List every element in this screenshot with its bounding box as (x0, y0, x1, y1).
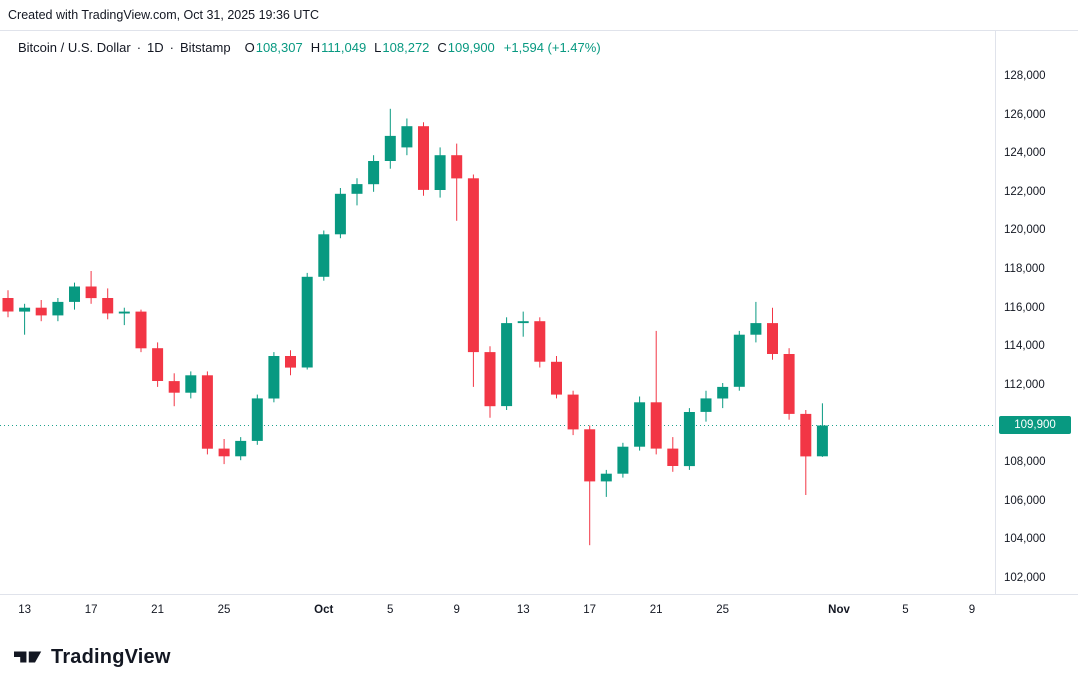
price-axis-label: 116,000 (1004, 301, 1045, 314)
time-axis-label: Oct (314, 604, 334, 616)
symbol-header: Bitcoin / U.S. Dollar · 1D · Bitstamp O … (18, 40, 601, 55)
current-price-badge: 109,900 (999, 416, 1071, 435)
time-axis-label: 5 (387, 604, 394, 616)
price-axis-label: 120,000 (1004, 224, 1046, 237)
time-axis-label: 13 (516, 604, 530, 616)
attribution-text: Created with TradingView.com, Oct 31, 20… (8, 8, 320, 22)
price-axis-label: 102,000 (1004, 572, 1046, 584)
ohlc-readout: O 108,307 H 111,049 L 108,272 C 109,900 … (245, 40, 601, 55)
time-axis-label: 25 (217, 604, 231, 616)
price-axis-label: 106,000 (1004, 494, 1046, 507)
price-axis-label: 122,000 (1004, 185, 1046, 198)
price-axis-label: 112,000 (1004, 378, 1045, 391)
tradingview-logo-text: TradingView (51, 645, 171, 668)
price-axis-label: 104,000 (1004, 533, 1046, 546)
high-value: 111,049 (321, 40, 367, 55)
time-axis-label: 13 (18, 604, 32, 616)
price-axis-label: 128,000 (1004, 70, 1046, 82)
time-axis-label: 21 (649, 604, 663, 616)
open-value: 108,307 (255, 40, 303, 55)
candlestick-plot[interactable] (0, 31, 995, 594)
low-label: L (374, 40, 382, 55)
time-axis-label: 25 (716, 604, 730, 616)
time-axis-label: 9 (453, 604, 460, 616)
price-axis-label: 114,000 (1004, 340, 1045, 353)
chart-widget: Bitcoin / U.S. Dollar · 1D · Bitstamp O … (0, 30, 1078, 625)
change-value: +1,594 (+1.47%) (503, 40, 601, 55)
close-label: C (437, 40, 447, 55)
symbol-title[interactable]: Bitcoin / U.S. Dollar (18, 40, 131, 55)
separator-dot: · (169, 40, 175, 55)
time-axis-label: 17 (583, 604, 597, 616)
price-axis-label: 126,000 (1004, 108, 1046, 121)
separator-dot: · (136, 40, 142, 55)
time-axis-label: 17 (84, 604, 98, 616)
time-axis-label: 21 (151, 604, 164, 616)
time-axis-label: 5 (902, 604, 909, 616)
tradingview-logo-icon (14, 646, 42, 668)
price-axis[interactable]: 109,900 128,000 126,000 124,000 122,000 120,… (995, 31, 1078, 594)
time-axis-label: 9 (968, 604, 976, 616)
open-label: O (244, 40, 255, 55)
time-axis-label: Nov (828, 604, 850, 616)
tradingview-logo[interactable]: TradingView (14, 642, 171, 672)
high-label: H (310, 40, 321, 55)
price-axis-label: 124,000 (1004, 147, 1046, 160)
exchange-label: Bitstamp (180, 40, 231, 55)
low-value: 108,272 (382, 40, 430, 55)
time-axis[interactable]: 13 17 21 25 Oct 5 9 13 17 21 25 Nov 5 9 (0, 594, 1078, 626)
price-axis-label: 118,000 (1004, 263, 1045, 276)
close-value: 109,900 (447, 40, 495, 55)
interval-label[interactable]: 1D (147, 40, 164, 55)
price-axis-label: 108,000 (1004, 456, 1046, 469)
